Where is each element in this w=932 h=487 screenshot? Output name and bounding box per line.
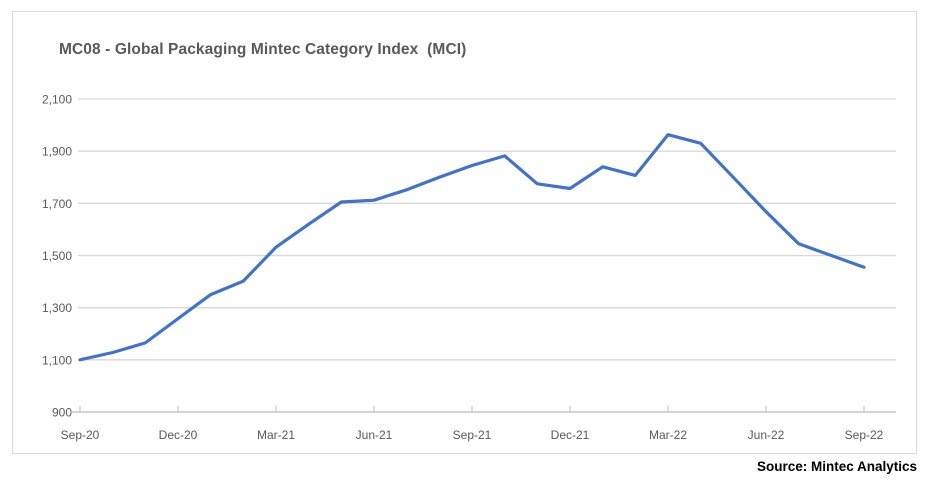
y-tick-label: 1,300 bbox=[42, 301, 72, 315]
y-tick-label: 900 bbox=[52, 406, 72, 420]
chart-title: MC08 - Global Packaging Mintec Category … bbox=[59, 41, 467, 58]
x-tick-label: Dec-21 bbox=[551, 428, 590, 442]
y-tick-label: 1,500 bbox=[42, 249, 72, 263]
x-tick-label: Mar-21 bbox=[257, 428, 295, 442]
y-tick-label: 1,900 bbox=[42, 145, 72, 159]
y-tick-label: 1,100 bbox=[42, 353, 72, 367]
x-tick-label: Mar-22 bbox=[649, 428, 687, 442]
x-tick-label: Dec-20 bbox=[159, 428, 198, 442]
data-line-series bbox=[78, 133, 866, 362]
x-tick-label: Sep-20 bbox=[61, 428, 100, 442]
x-tick-label: Jun-22 bbox=[748, 428, 785, 442]
x-tick-label: Sep-21 bbox=[453, 428, 492, 442]
x-tick-label: Jun-21 bbox=[356, 428, 393, 442]
x-tick-label: Sep-22 bbox=[845, 428, 884, 442]
chart-container: MC08 - Global Packaging Mintec Category … bbox=[12, 11, 917, 454]
y-tick-label: 2,100 bbox=[42, 93, 72, 107]
source-attribution: Source: Mintec Analytics bbox=[756, 459, 917, 474]
y-tick-label: 1,700 bbox=[42, 197, 72, 211]
